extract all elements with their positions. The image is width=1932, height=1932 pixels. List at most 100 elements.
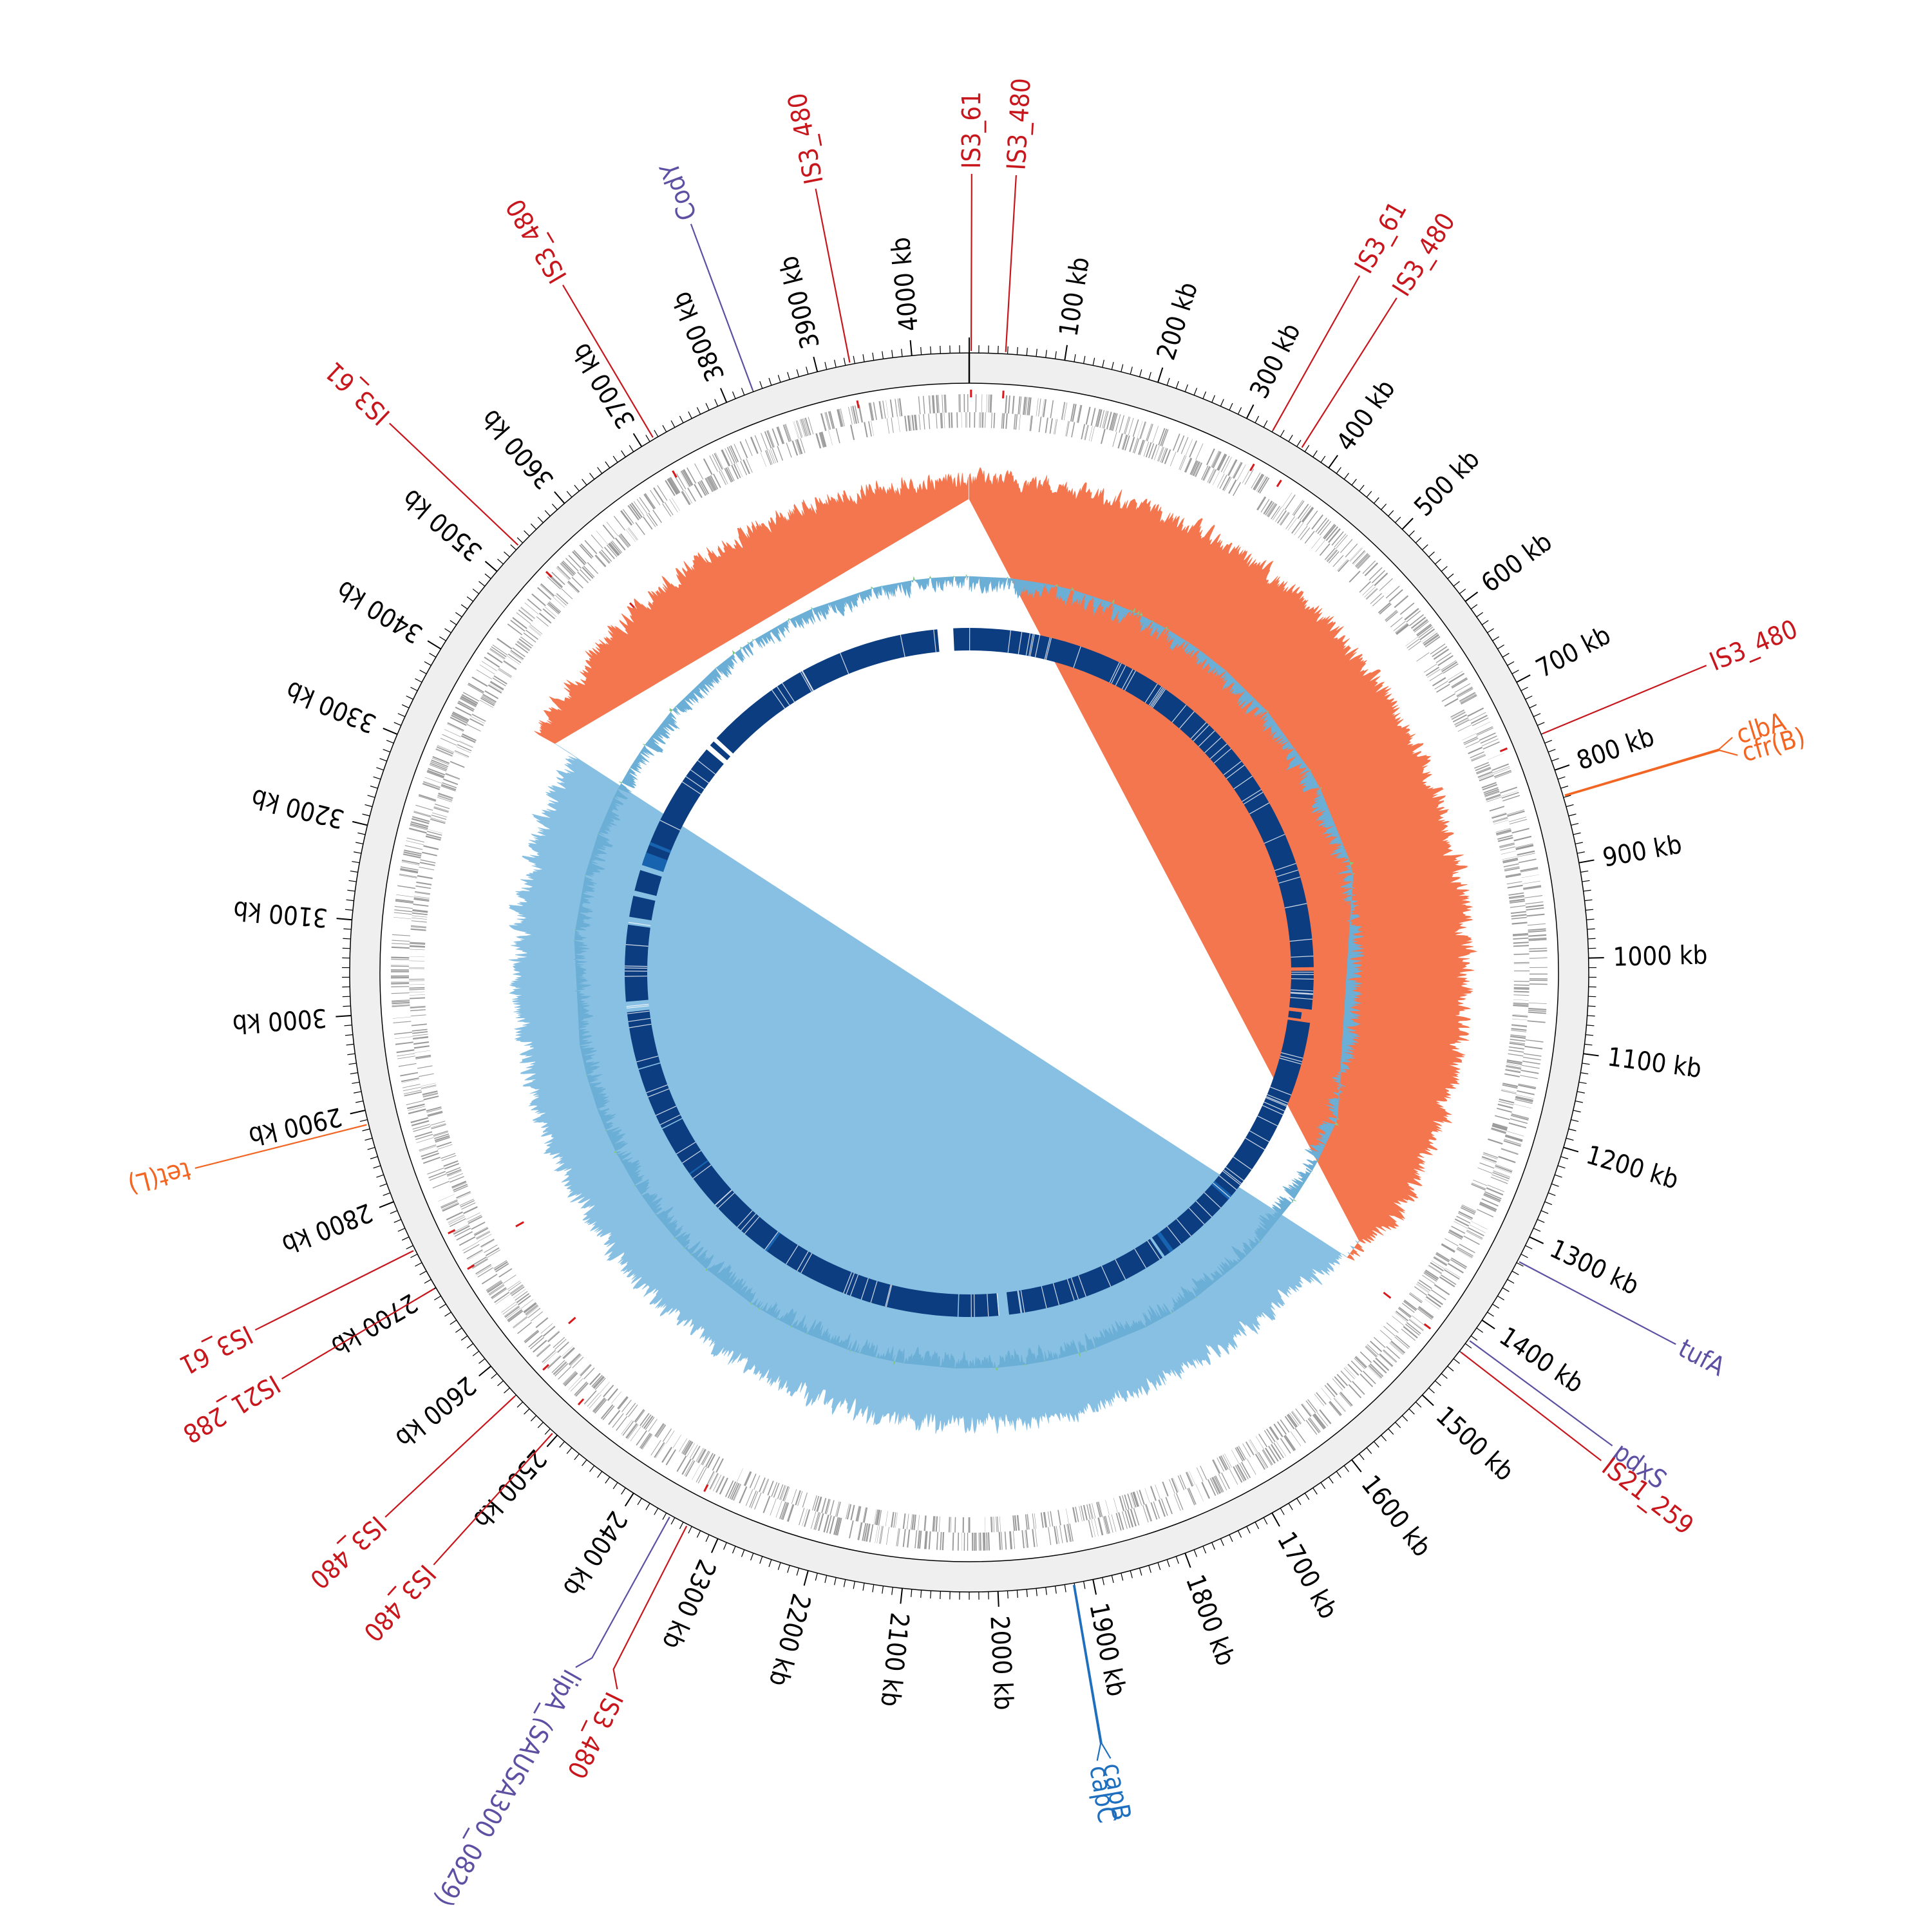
minor-tick <box>824 361 828 370</box>
minor-tick <box>1148 1565 1151 1573</box>
minor-tick <box>347 889 355 892</box>
minor-tick <box>1464 1343 1472 1349</box>
minor-tick <box>589 473 595 480</box>
major-tick <box>1184 1553 1191 1568</box>
feature-label: IS21_288 <box>178 1368 285 1448</box>
minor-tick <box>444 1311 451 1317</box>
minor-tick <box>1184 384 1188 392</box>
feature-label: lipA_(SAUSA300_0829) <box>429 1665 586 1911</box>
blast-segment-partial <box>764 1231 781 1252</box>
minor-tick <box>1202 1546 1207 1554</box>
minor-tick <box>1211 395 1215 403</box>
minor-tick <box>1373 1441 1379 1448</box>
major-tick <box>478 1365 491 1377</box>
minor-tick <box>415 1262 422 1267</box>
blast-segment-partial <box>649 842 672 853</box>
minor-tick <box>1428 1387 1435 1394</box>
tick-label: 1700 kb <box>1271 1527 1343 1624</box>
minor-tick <box>688 411 692 419</box>
minor-tick <box>1193 1549 1198 1557</box>
minor-tick <box>1435 558 1441 565</box>
minor-tick <box>1551 1183 1559 1187</box>
minor-tick <box>455 612 462 618</box>
minor-tick <box>1584 1043 1593 1046</box>
minor-tick <box>393 1219 402 1223</box>
minor-tick <box>1447 573 1454 580</box>
minor-tick <box>714 399 719 407</box>
minor-tick <box>393 722 402 726</box>
tick-label: 2800 kb <box>278 1197 376 1260</box>
minor-tick <box>370 785 378 789</box>
minor-tick <box>1263 1517 1268 1525</box>
minor-tick <box>1280 1508 1285 1515</box>
minor-tick <box>1359 1454 1365 1461</box>
minor-tick <box>1586 1025 1595 1027</box>
minor-tick <box>379 758 387 762</box>
minor-tick <box>787 1565 790 1573</box>
is-mark <box>1499 747 1508 753</box>
minor-tick <box>530 523 537 530</box>
minor-tick <box>354 1091 362 1094</box>
minor-tick <box>1571 1119 1579 1122</box>
minor-tick <box>444 628 451 634</box>
minor-tick <box>1229 402 1233 411</box>
tick-label: 600 kb <box>1476 527 1558 598</box>
minor-tick <box>1470 1335 1478 1341</box>
tick-label: 300 kb <box>1244 319 1307 403</box>
feature-leader-line <box>384 1396 516 1518</box>
minor-tick <box>1583 889 1591 892</box>
minor-tick <box>645 435 650 442</box>
minor-tick <box>1139 1567 1142 1576</box>
tick-label: 1000 kb <box>1613 940 1708 972</box>
major-tick <box>1516 674 1531 683</box>
minor-tick <box>379 1183 387 1187</box>
is-mark <box>1383 1291 1392 1299</box>
feature-label: IS3_480 <box>500 194 573 289</box>
tick-label: 1400 kb <box>1494 1321 1589 1399</box>
is-mark <box>545 571 553 578</box>
minor-tick <box>891 350 893 358</box>
minor-tick <box>1568 813 1577 817</box>
minor-tick <box>920 1590 922 1598</box>
minor-tick <box>1121 1573 1124 1581</box>
feature-leader-line <box>1005 175 1017 352</box>
is-mark <box>1249 463 1255 471</box>
minor-tick <box>348 880 357 882</box>
minor-tick <box>1582 1063 1590 1065</box>
major-tick <box>1583 1053 1599 1057</box>
minor-tick <box>777 1562 781 1570</box>
minor-tick <box>343 938 351 940</box>
minor-tick <box>1211 1542 1215 1550</box>
minor-tick <box>472 1350 480 1356</box>
gc-content-positive <box>573 574 1356 1372</box>
tick-label: 3800 kb <box>667 287 731 386</box>
minor-tick <box>654 1508 659 1515</box>
minor-tick <box>373 776 381 780</box>
tick-label: 1500 kb <box>1430 1401 1520 1487</box>
minor-tick <box>401 1236 410 1241</box>
feature-label: tet(L) <box>125 1155 194 1200</box>
minor-tick <box>429 652 437 658</box>
tick-marks <box>336 337 1604 1607</box>
major-tick <box>427 640 442 650</box>
minor-tick <box>1288 1502 1293 1510</box>
major-tick <box>352 820 368 826</box>
minor-tick <box>1351 478 1357 486</box>
minor-tick <box>1511 669 1519 674</box>
blast-segment <box>716 629 940 754</box>
minor-tick <box>566 1447 573 1454</box>
tick-label: 3400 kb <box>332 574 428 649</box>
feature-label: CodY <box>654 158 703 224</box>
minor-tick <box>1139 369 1142 377</box>
minor-tick <box>741 388 745 395</box>
minor-tick <box>1401 1415 1408 1422</box>
blast-segment <box>634 869 662 896</box>
gc-content-track <box>573 574 1365 1372</box>
minor-tick <box>1525 696 1533 700</box>
minor-tick <box>478 581 486 587</box>
minor-tick <box>597 1471 603 1478</box>
minor-tick <box>1537 722 1545 726</box>
minor-tick <box>1343 473 1349 480</box>
major-tick <box>1578 859 1595 864</box>
minor-tick <box>1502 652 1510 658</box>
